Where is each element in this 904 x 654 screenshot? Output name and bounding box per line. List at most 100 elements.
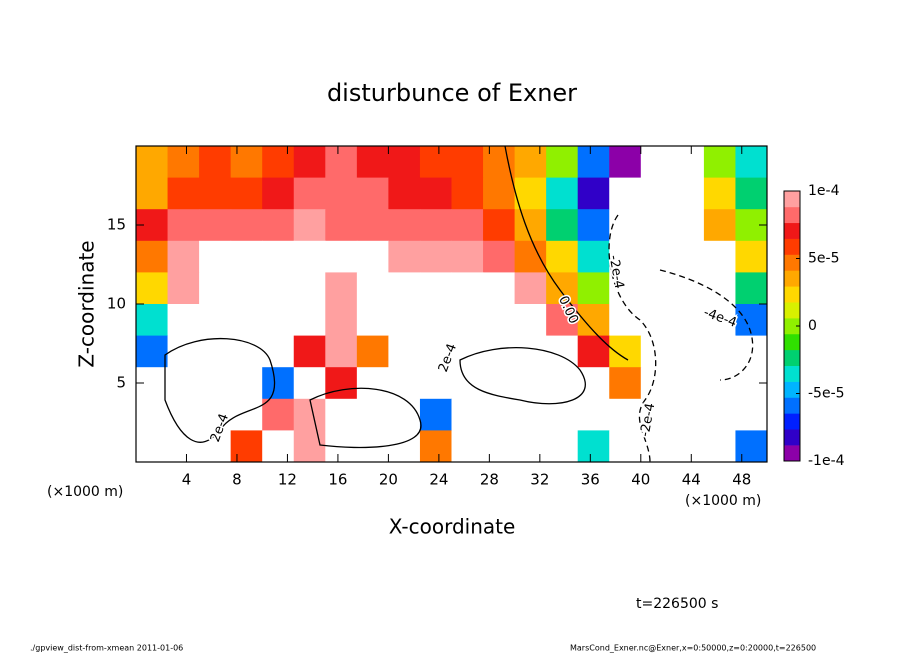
field-cell [609,177,642,210]
field-cell [262,398,295,431]
field-cell [356,146,389,179]
field-cell [640,304,673,337]
field-cell [356,304,389,337]
colorbar-band [784,318,800,335]
y-axis-label: Z-coordinate [75,240,99,367]
field-cell [262,367,295,400]
field-cell [451,398,484,431]
time-label: t=226500 s [636,596,718,612]
field-cell [136,398,169,431]
field-cell [483,146,516,179]
x-tick-label: 48 [732,471,751,489]
field-cell [230,240,263,273]
field-cell [325,272,358,305]
field-cell [136,146,169,179]
field-cell [136,177,169,210]
field-cell [388,398,421,431]
field-cell [419,430,452,463]
field-cell [514,304,547,337]
field-cell [451,304,484,337]
field-cell [483,304,516,337]
field-cell [735,146,768,179]
field-cell [230,367,263,400]
field-cell [514,335,547,368]
field-cell [230,209,263,242]
field-cell [167,367,200,400]
field-cell [230,146,263,179]
field-cell [199,304,232,337]
field-cell [546,430,579,463]
colorbar-tick-label: 0 [808,318,817,334]
y-tick-label: 15 [107,216,126,234]
x-tick-label: 32 [530,471,549,489]
field-cell [640,398,673,431]
field-cell [735,430,768,463]
x-tick-label: 36 [581,471,600,489]
field-cell [356,335,389,368]
field-cell [640,335,673,368]
field-cell [483,335,516,368]
colorbar-tick-label: 5e-5 [808,251,839,267]
field-cell [325,146,358,179]
field-cell [167,146,200,179]
field-cell [388,367,421,400]
x-unit: (×1000 m) [685,493,761,509]
field-cell [262,272,295,305]
field-cell [419,146,452,179]
field-cell [577,177,610,210]
field-cell [199,209,232,242]
field-cell [735,177,768,210]
field-cell [577,430,610,463]
contour-label: -2e-4 [638,402,659,438]
field-cell [451,240,484,273]
field-cell [167,430,200,463]
colorbar-band [784,413,800,430]
field-cell [640,177,673,210]
contour-line [309,387,422,449]
field-cell [703,209,736,242]
contour-line [459,347,586,405]
field-cell [199,335,232,368]
field-cell [136,240,169,273]
field-cell [483,430,516,463]
field-cell [388,304,421,337]
field-cell [199,398,232,431]
y-unit: (×1000 m) [47,484,123,500]
field-cell [230,177,263,210]
field-cell [293,335,326,368]
field-cell [262,146,295,179]
y-tick-label: 5 [116,374,126,392]
field-cell [703,398,736,431]
field-cell [483,398,516,431]
field-cell [262,240,295,273]
colorbar-band [784,222,800,239]
field-cell [703,335,736,368]
field-cell [640,240,673,273]
field-cell [703,304,736,337]
x-tick-label: 12 [278,471,297,489]
field-cell [230,398,263,431]
field-cell [483,272,516,305]
field-cell [609,430,642,463]
colorbar-band [784,238,800,255]
field-cell [640,146,673,179]
x-tick-label: 40 [631,471,650,489]
field-cell [199,367,232,400]
field-cell [230,335,263,368]
field-cell [356,367,389,400]
field-cell [451,272,484,305]
contour-line [659,269,754,381]
field-cell [514,177,547,210]
field-cell [325,209,358,242]
colorbar-band [784,397,800,414]
field-cell [388,177,421,210]
x-tick-label: 44 [682,471,701,489]
field-cell [419,177,452,210]
field-cell [546,209,579,242]
x-axis-label: X-coordinate [389,515,516,539]
field-cell [672,430,705,463]
field-cell [672,398,705,431]
field-cell [293,177,326,210]
field-cell [262,209,295,242]
